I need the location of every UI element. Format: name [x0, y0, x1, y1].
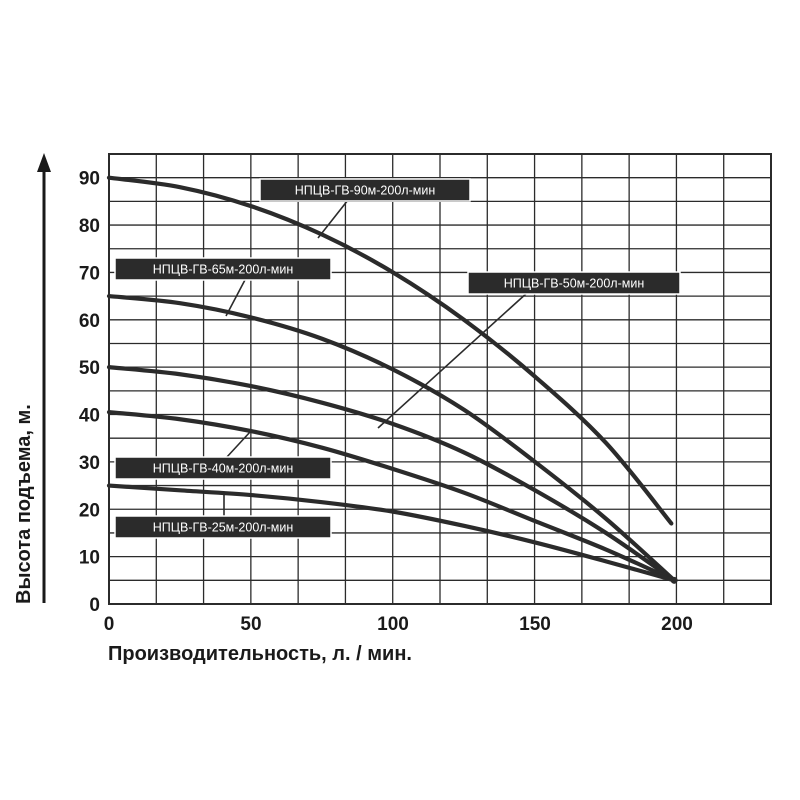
y-tick-label: 10 — [79, 548, 100, 569]
x-tick-label: 100 — [377, 614, 409, 635]
leader-line — [377, 291, 529, 429]
y-tick-label: 90 — [79, 169, 100, 190]
badge-40m: НПЦВ-ГВ-40м-200л-мин — [114, 456, 332, 480]
leader-line — [317, 199, 349, 239]
y-tick-labels: 0 10 20 30 40 50 60 70 80 90 — [79, 169, 100, 616]
curves — [106, 175, 678, 584]
badge-50m: НПЦВ-ГВ-50м-200л-мин — [467, 271, 681, 295]
series-label: НПЦВ-ГВ-50м-200л-мин — [504, 277, 645, 291]
curve-90m — [106, 175, 674, 526]
series-label: НПЦВ-ГВ-90м-200л-мин — [295, 184, 436, 198]
y-tick-label: 70 — [79, 263, 100, 284]
y-tick-label: 40 — [79, 406, 100, 427]
curve-65m — [106, 293, 677, 583]
leader-line — [225, 431, 251, 459]
badge-25m: НПЦВ-ГВ-25м-200л-мин — [114, 515, 332, 539]
grid — [109, 154, 771, 604]
series-badges: НПЦВ-ГВ-90м-200л-мин НПЦВ-ГВ-65м-200л-мин… — [114, 178, 681, 539]
badge-90m: НПЦВ-ГВ-90м-200л-мин — [259, 178, 471, 202]
y-tick-label: 60 — [79, 311, 100, 332]
y-axis-title: Высота подъема, м. — [13, 404, 35, 604]
x-axis-title: Производительность, л. / мин. — [108, 643, 412, 665]
y-tick-label: 20 — [79, 500, 100, 521]
plot-frame — [108, 153, 772, 605]
curve-50m — [106, 365, 677, 583]
x-tick-label: 200 — [661, 614, 693, 635]
y-tick-label: 0 — [89, 595, 100, 616]
curve-25m — [106, 483, 677, 583]
y-tick-label: 50 — [79, 358, 100, 379]
y-tick-label: 80 — [79, 216, 100, 237]
curve-40m — [106, 410, 677, 583]
x-tick-labels: 0 50 100 150 200 — [104, 614, 693, 635]
y-axis-arrow-head — [37, 153, 51, 172]
series-label: НПЦВ-ГВ-65м-200л-мин — [153, 263, 294, 277]
series-label: НПЦВ-ГВ-25м-200л-мин — [153, 521, 294, 535]
x-tick-label: 0 — [104, 614, 115, 635]
series-label: НПЦВ-ГВ-40м-200л-мин — [153, 462, 294, 476]
x-tick-label: 50 — [240, 614, 261, 635]
y-tick-label: 30 — [79, 453, 100, 474]
leader-line — [225, 277, 247, 317]
curves-convergence-point — [670, 576, 678, 584]
badge-65m: НПЦВ-ГВ-65м-200л-мин — [114, 257, 332, 281]
leader-lines — [223, 199, 529, 518]
x-tick-label: 150 — [519, 614, 551, 635]
